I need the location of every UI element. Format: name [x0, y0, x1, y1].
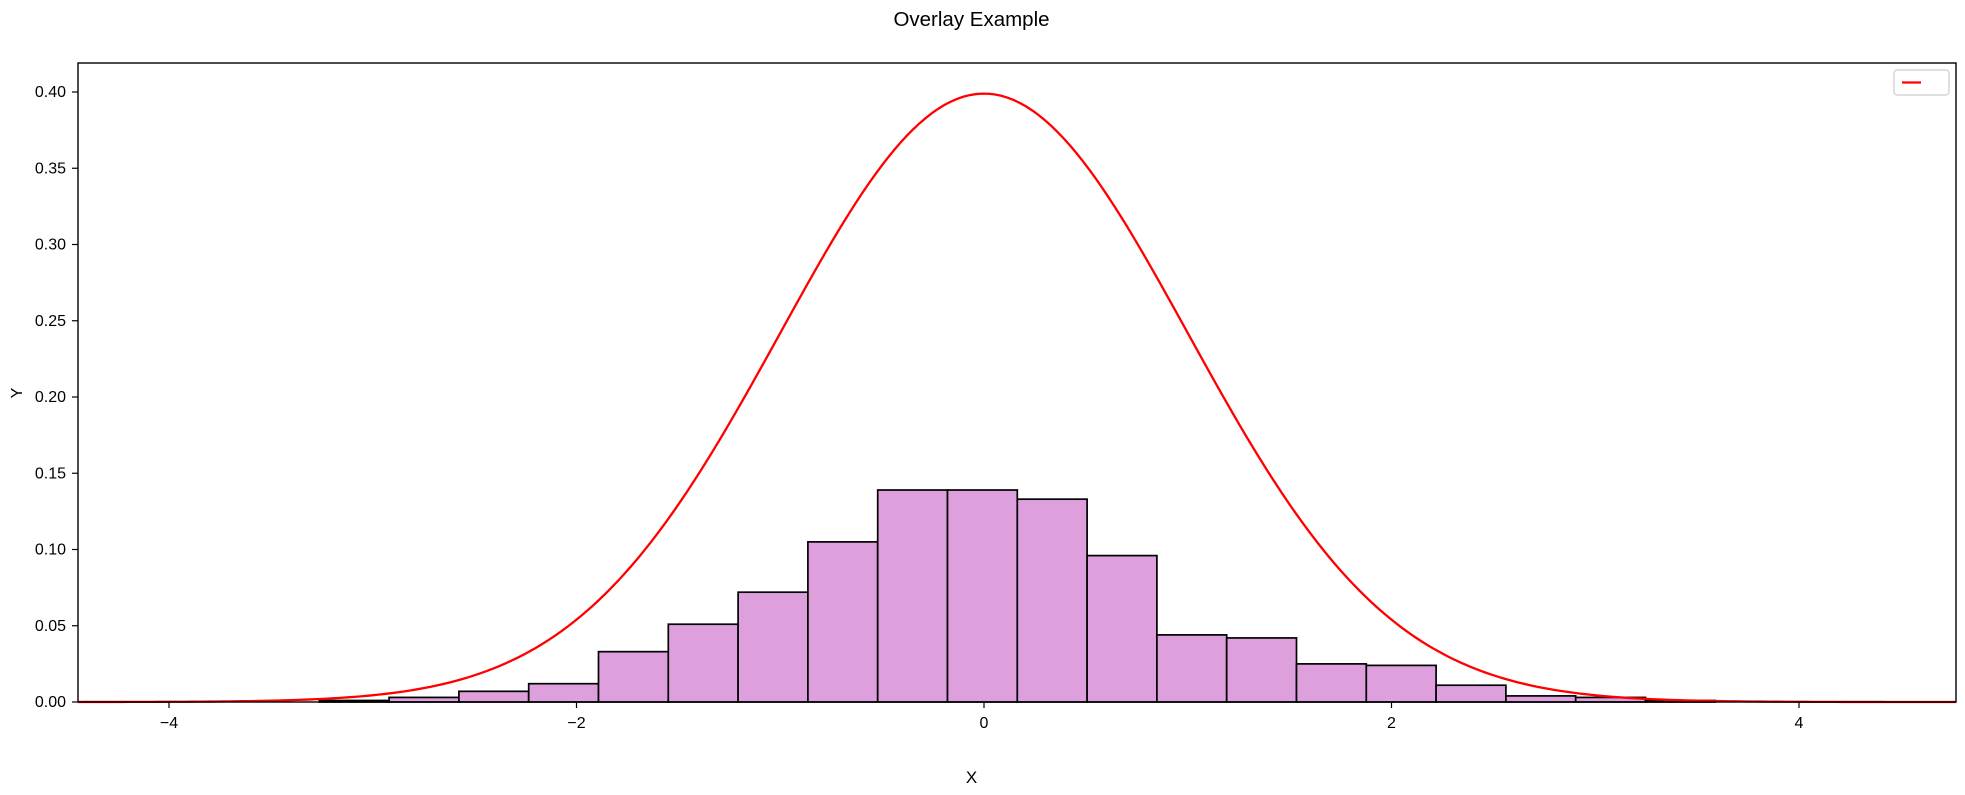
svg-text:2: 2 — [1387, 715, 1396, 732]
svg-text:0.40: 0.40 — [35, 84, 66, 101]
svg-text:0.00: 0.00 — [35, 694, 66, 711]
svg-text:0.10: 0.10 — [35, 542, 66, 559]
svg-text:−4: −4 — [160, 715, 178, 732]
svg-text:0: 0 — [980, 715, 989, 732]
svg-text:0.35: 0.35 — [35, 160, 66, 177]
svg-text:−2: −2 — [567, 715, 585, 732]
svg-text:0.20: 0.20 — [35, 389, 66, 406]
svg-text:0.05: 0.05 — [35, 618, 66, 635]
svg-text:4: 4 — [1795, 715, 1804, 732]
svg-text:0.25: 0.25 — [35, 313, 66, 330]
svg-text:0.15: 0.15 — [35, 465, 66, 482]
svg-text:0.30: 0.30 — [35, 237, 66, 254]
